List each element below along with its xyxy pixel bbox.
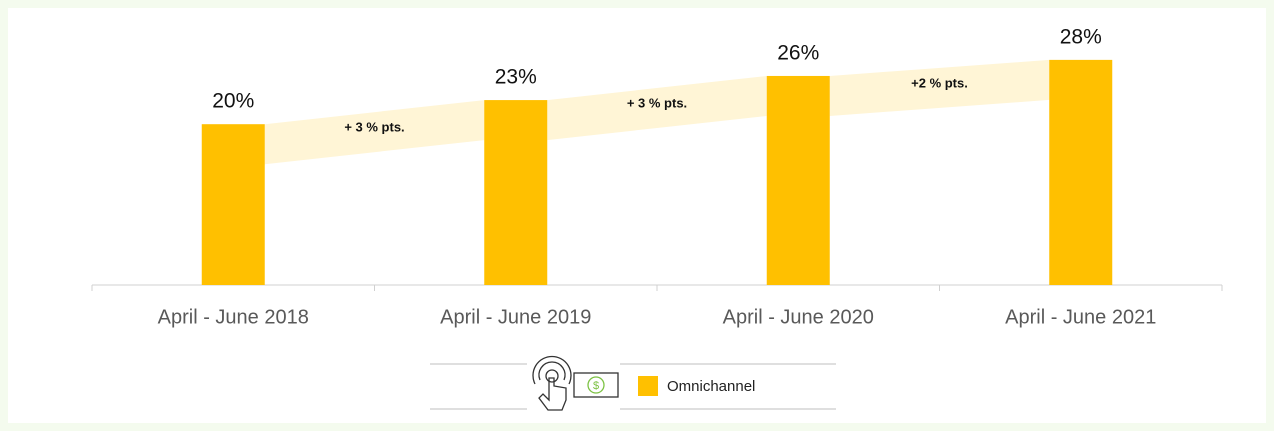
legend-swatch: [638, 376, 658, 396]
svg-text:$: $: [593, 380, 599, 392]
x-tick-label: April - June 2018: [158, 306, 309, 328]
x-tick-label: April - June 2019: [440, 306, 591, 328]
x-tick-label: April - June 2020: [723, 306, 874, 328]
bar: [1049, 59, 1113, 285]
value-label: 26%: [777, 42, 819, 65]
bar: [484, 100, 548, 285]
change-band: [547, 75, 767, 141]
legend-label: Omnichannel: [667, 378, 755, 395]
value-label: 23%: [495, 66, 537, 89]
legend-icon: $: [430, 355, 836, 411]
change-band: [264, 100, 485, 165]
x-tick-label: April - June 2021: [1005, 306, 1156, 328]
bar: [766, 75, 830, 286]
value-label: 20%: [212, 90, 254, 113]
change-annotation: + 3 % pts.: [627, 95, 687, 110]
value-label: 28%: [1060, 25, 1102, 48]
change-annotation: +2 % pts.: [911, 75, 968, 90]
bar: [201, 124, 265, 285]
change-annotation: + 3 % pts.: [344, 120, 404, 135]
change-band: [829, 59, 1050, 116]
